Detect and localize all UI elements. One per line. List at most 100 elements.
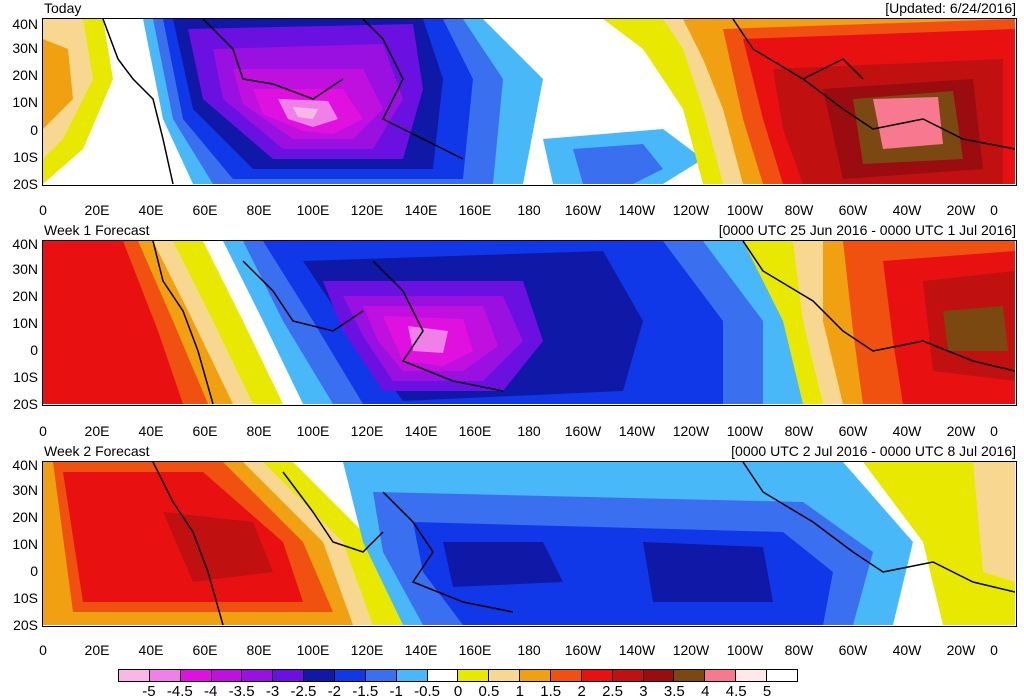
legend-label: 1.5 [540,683,562,700]
lon-label: 20E [84,423,110,439]
lat-label: 0 [30,342,38,358]
lon-label: 60E [192,423,218,439]
lon-label: 60E [192,642,218,658]
panel3-title: Week 2 Forecast [44,443,150,459]
legend-swatch [551,670,582,681]
lat-label: 10S [13,369,38,385]
legend-swatch [335,670,366,681]
lon-label: 160E [458,423,492,439]
legend-swatch [396,670,428,681]
lon-label: 140W [618,202,656,218]
lon-label: 100E [296,423,330,439]
lon-label: 120W [672,423,710,439]
lon-label: 80W [784,423,814,439]
legend-swatch [304,670,336,681]
lon-label: 140W [618,423,656,439]
lon-label: 160W [564,642,602,658]
legend-swatch [211,670,243,681]
lon-label: 120E [350,423,384,439]
legend-label: 2 [577,683,586,700]
legend-swatch [705,670,737,681]
panel2-title: Week 1 Forecast [44,222,150,238]
lon-label: 120E [350,642,384,658]
map-panel-week1 [42,240,1017,406]
color-legend-bar [118,669,798,682]
legend-swatch [767,670,797,681]
lon-label: 80E [246,202,272,218]
lon-label: 80E [246,423,272,439]
legend-label: 5 [762,683,772,700]
legend-swatch [674,670,706,681]
lon-label: 160E [458,642,492,658]
lon-label: 120W [672,642,710,658]
lon-label: 160E [458,202,492,218]
legend-label: 3.5 [663,683,685,700]
lat-label: 10S [13,590,38,606]
legend-label: -3.5 [228,683,255,700]
lon-label: 100W [726,642,764,658]
lon-label: 180 [517,202,541,218]
lon-label: 160W [564,423,602,439]
lon-label: 20E [84,202,110,218]
lon-label: 20W [946,642,976,658]
legend-swatch [612,670,644,681]
legend-label: -2.5 [290,683,317,700]
lat-label: 20N [12,288,38,304]
lon-label: 140E [404,423,438,439]
lon-label: 60W [838,423,868,439]
lon-label: 20W [946,423,976,439]
lat-label: 20S [13,617,38,633]
lon-label: 140E [404,202,438,218]
lon-label: 0 [990,642,998,658]
lon-label: 0 [990,202,998,218]
legend-label: 3 [639,683,648,700]
legend-label: -5 [142,683,156,700]
lon-label: 140E [404,642,438,658]
legend-label: 4.5 [725,683,747,700]
lon-label: 180 [517,642,541,658]
lon-label: 100W [726,202,764,218]
lon-label: 20W [946,202,976,218]
lat-label: 30N [12,40,38,56]
lon-label: 0 [39,423,47,439]
legend-label: -4 [204,683,218,700]
lat-label: 30N [12,261,38,277]
lat-label: 0 [30,122,38,138]
lat-label: 10N [12,536,38,552]
legend-swatch [520,670,552,681]
legend-swatch [427,670,459,681]
lon-label: 0 [39,642,47,658]
legend-swatch [273,670,305,681]
lon-label: 0 [39,202,47,218]
legend-swatch [458,670,490,681]
lat-label: 20N [12,509,38,525]
legend-swatch [242,670,274,681]
lon-label: 60E [192,202,218,218]
legend-label: 1 [515,683,524,700]
legend-swatch [149,670,181,681]
lat-label: 40N [12,16,38,32]
lon-label: 160W [564,202,602,218]
legend-swatch [489,670,521,681]
panel2-date: [0000 UTC 25 Jun 2016 - 0000 UTC 1 Jul 2… [718,222,1016,238]
lon-label: 140W [618,642,656,658]
legend-label: -4.5 [166,683,193,700]
lon-label: 40E [138,642,164,658]
lon-label: 120E [350,202,384,218]
lon-label: 40E [138,423,164,439]
lon-label: 0 [990,423,998,439]
legend-swatch [180,670,212,681]
legend-swatch [643,670,675,681]
lon-label: 100E [296,202,330,218]
lon-label: 40W [892,423,922,439]
lon-label: 60W [838,202,868,218]
legend-label: -1 [389,683,403,700]
lon-label: 100E [296,642,330,658]
lon-label: 180 [517,423,541,439]
lat-label: 10N [12,94,38,110]
legend-swatch [119,670,150,681]
legend-swatch [365,670,397,681]
lon-label: 60W [838,642,868,658]
legend-label: 0.5 [478,683,500,700]
lat-label: 20S [13,176,38,192]
